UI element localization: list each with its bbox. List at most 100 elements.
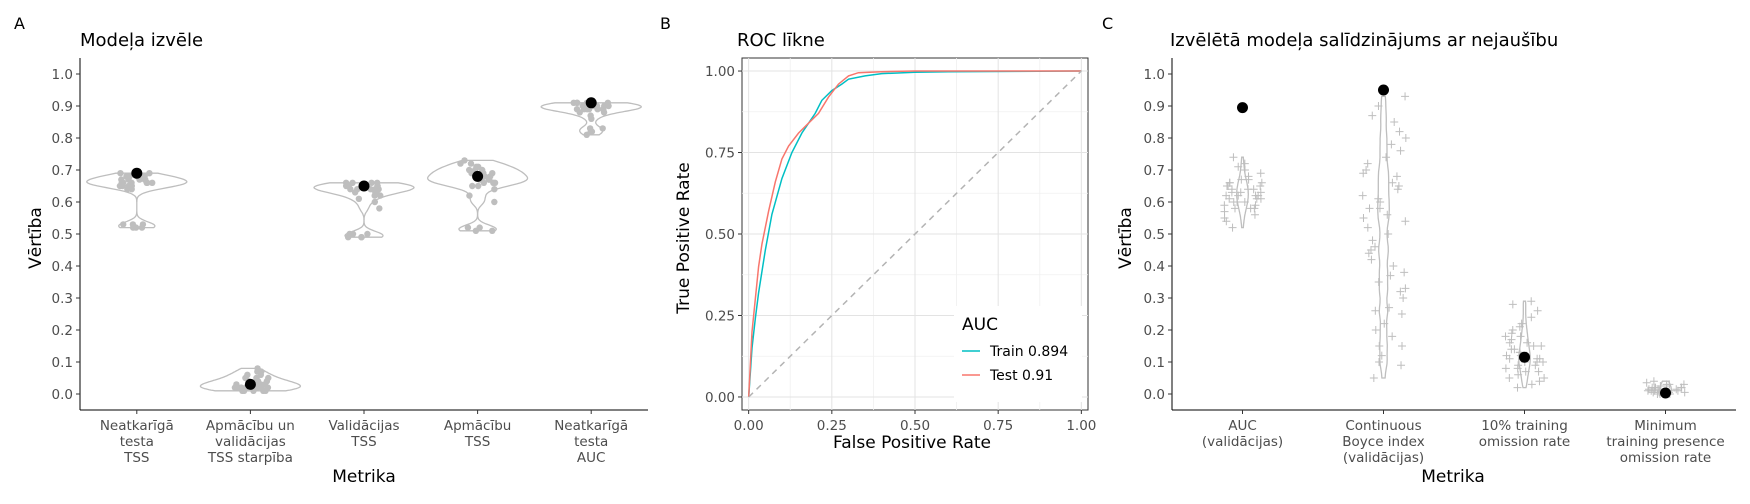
panel-a-point: [368, 179, 375, 186]
panel-c-point: [1401, 284, 1410, 293]
panel-c-point: [1401, 217, 1410, 226]
panel-a-point: [143, 179, 150, 186]
panel-c-point: [1370, 242, 1379, 251]
panel-c-point: [1672, 385, 1681, 394]
panel-a-point: [139, 221, 147, 228]
panel-c-point: [1364, 249, 1373, 258]
panel-c-point: [1673, 386, 1682, 395]
panel-c-point: [1527, 297, 1536, 306]
panel-c-point: [1677, 383, 1686, 392]
panel-b-letter: B: [660, 14, 671, 33]
panel-a-xlabel: Metrika: [332, 467, 395, 487]
panel-a-letter: A: [14, 14, 25, 33]
panel-a-point: [489, 227, 496, 234]
panel-c-ytick-label: 0.8: [1144, 131, 1165, 147]
panel-a-ytick-label: 0.4: [52, 259, 73, 275]
panel-b-ylabel: True Positive Rate: [674, 162, 694, 314]
panel-c-point: [1513, 383, 1522, 392]
panel-a-ytick-label: 0.3: [52, 291, 73, 307]
panel-c-point: [1514, 361, 1523, 370]
panel-c-point: [1389, 262, 1398, 270]
panel-b-legend-label: Test 0.91: [989, 368, 1053, 384]
panel-c-point: [1505, 354, 1514, 363]
panel-a-title: Modeļa izvēle: [80, 30, 203, 51]
panel-a-point: [358, 234, 365, 241]
panel-c-point: [1359, 169, 1368, 178]
panel-c-ytick-label: 0.2: [1144, 323, 1165, 339]
panel-c-point: [1534, 367, 1543, 376]
panel-c-point: [1246, 204, 1255, 213]
panel-a-point: [371, 198, 379, 206]
panel-a-point: [126, 173, 133, 180]
panel-c-point: [1388, 332, 1397, 341]
panel-a-category-label: TSS starpība: [207, 450, 293, 466]
panel-c-category-label: training presence: [1606, 434, 1724, 450]
panel-a-plot: 0.0 0.1 0.2 0.3 0.4 0.5 0.6 0.7 0.8 0.9 1.0 Neatkar…: [52, 58, 648, 466]
panel-c-ytick-label: 0.1: [1144, 355, 1165, 371]
panel-c-point: [1393, 185, 1402, 194]
panel-a-point: [586, 125, 594, 132]
panel-c-point: [1375, 342, 1384, 350]
panel-c-point: [1244, 185, 1253, 194]
panel-c-point: [1220, 201, 1229, 210]
panel-b-xlabel: False Positive Rate: [833, 433, 991, 453]
panel-a-category-label: TSS: [123, 450, 149, 466]
panel-c-ytick-label: 0.9: [1144, 99, 1165, 115]
panel-a-ytick-label: 0.9: [52, 99, 73, 115]
panel-b-xtick-label: 0.75: [983, 418, 1013, 434]
panel-c-ytick-label: 0.6: [1144, 195, 1165, 211]
panel-c-ytick-label: 0.3: [1144, 291, 1165, 307]
panel-c-category-label: (validācijas): [1202, 434, 1283, 450]
panel-a-category-label: Neatkarīgā: [100, 418, 174, 434]
panel-b-title: ROC līkne: [737, 30, 825, 51]
panel-c-point: [1386, 271, 1395, 280]
panel-c-point: [1363, 223, 1372, 232]
panel-c-point: [1371, 326, 1380, 334]
panel-c-point: [1374, 278, 1383, 286]
panel-c-point: [1363, 159, 1372, 168]
panel-c-point: [1400, 268, 1409, 277]
panel-a-point: [579, 102, 586, 110]
panel-c-point: [1251, 201, 1260, 210]
panel-a-point: [258, 384, 265, 391]
panel-a-ytick-label: 0.8: [52, 131, 73, 147]
panel-c-category-label: Boyce index: [1342, 434, 1424, 450]
panel-c-point: [1388, 178, 1397, 187]
panel-b-roc-line: [747, 70, 1082, 398]
panel-c-ytick-label: 0.7: [1144, 163, 1165, 179]
panel-c-point: [1643, 386, 1652, 395]
panel-c-point: [1225, 194, 1234, 203]
panel-c-point: [1531, 361, 1540, 370]
panel-b-xtick-label: 1.00: [1066, 418, 1096, 434]
panel-c-point: [1222, 182, 1231, 190]
panel-a-point: [376, 205, 383, 212]
panel-c-category-label: omission rate: [1620, 450, 1712, 466]
panel-c-point: [1680, 388, 1689, 397]
panel-c-point: [1359, 214, 1368, 222]
panel-c-category-label: (validācijas): [1343, 450, 1424, 466]
panel-a-point: [149, 179, 156, 186]
panel-c-point: [1233, 198, 1242, 206]
panel-c-point: [1230, 204, 1239, 213]
panel-c-point: [1251, 191, 1260, 200]
panel-c-point: [1228, 223, 1237, 232]
panel-c-point: [1508, 300, 1517, 309]
panel-b-ytick-label: 0.50: [705, 227, 735, 243]
panel-a-category-label: TSS: [464, 434, 490, 450]
panel-c-point: [1529, 342, 1538, 350]
panel-a-point: [364, 230, 371, 238]
panel-b-xtick-label: 0.25: [817, 418, 847, 434]
panel-c-point: [1390, 118, 1399, 126]
panel-c-point: [1377, 351, 1386, 360]
panel-c-point: [1397, 361, 1406, 370]
panel-a-point: [129, 224, 137, 231]
panel-c-point: [1375, 358, 1384, 366]
panel-a-category-label: Apmācību: [444, 418, 512, 434]
panel-c-point: [1516, 332, 1525, 341]
panel-a-point: [583, 131, 590, 138]
panel-a-point: [467, 160, 475, 167]
panel-c-point: [1396, 146, 1405, 155]
panel-a-point: [472, 227, 480, 234]
panel-c-point: [1385, 303, 1394, 312]
panel-a-point: [469, 182, 476, 190]
